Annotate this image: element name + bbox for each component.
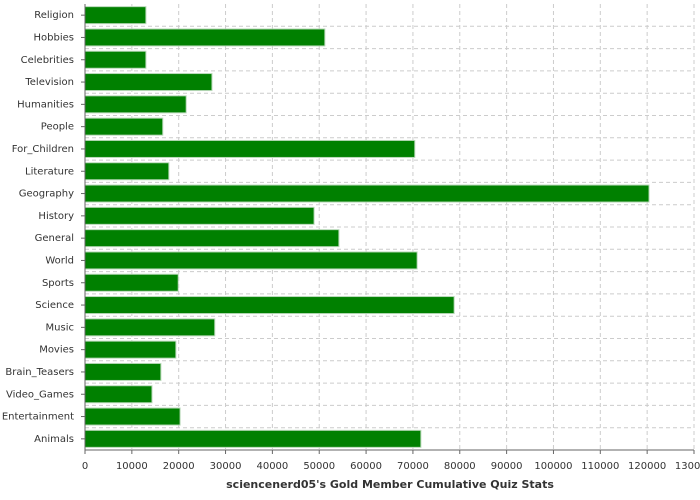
y-tick-label: Movies [39,345,74,356]
x-tick-label: 120000 [628,461,666,472]
y-tick-label: Humanities [17,99,74,110]
y-tick-label: Entertainment [2,412,74,423]
y-tick-label: For_Children [12,144,74,155]
y-tick-label: Animals [34,434,74,445]
y-tick-label: Celebrities [21,55,74,66]
y-tick-label: World [45,255,74,266]
bar [84,6,147,25]
x-tick-label: 60000 [350,461,382,472]
bar [84,206,315,225]
x-tick-label: 130000 [675,461,700,472]
bar [84,50,147,69]
bar [84,340,177,359]
bar [84,429,422,448]
x-tick-label: 90000 [491,461,523,472]
y-tick-label: Religion [34,10,74,21]
x-tick-label: 20000 [163,461,195,472]
x-tick-label: 40000 [256,461,288,472]
bar [84,362,162,381]
y-tick-label: Geography [19,189,74,200]
bar [84,318,216,337]
y-tick-label: Video_Games [6,389,74,400]
bar [84,385,153,404]
y-tick-label: Science [35,300,74,311]
bar [84,28,326,47]
bar [84,184,650,203]
x-tick-label: 50000 [303,461,335,472]
bar [84,139,416,158]
y-tick-label: Brain_Teasers [5,367,74,378]
x-tick-label: 70000 [397,461,429,472]
y-tick-label: History [38,211,74,222]
y-tick-label: Literature [25,166,74,177]
y-tick-label: Television [24,77,74,88]
y-tick-label: Music [46,322,74,333]
bar [84,407,181,426]
bar [84,73,213,92]
x-tick-label: 0 [82,461,88,472]
bar [84,229,340,248]
x-tick-label: 100000 [534,461,572,472]
bar [84,95,187,114]
x-axis-title: sciencenerd05's Gold Member Cumulative Q… [226,478,554,491]
x-tick-label: 30000 [210,461,242,472]
x-tick-label: 10000 [116,461,148,472]
bar [84,162,170,181]
x-tick-label: 110000 [581,461,619,472]
y-tick-label: Sports [42,278,74,289]
y-tick-label: People [41,122,74,133]
bar [84,296,455,315]
y-tick-label: Hobbies [34,32,74,43]
bar [84,117,164,136]
bar [84,273,179,292]
x-tick-label: 80000 [444,461,476,472]
y-tick-label: General [35,233,74,244]
bar [84,251,418,270]
